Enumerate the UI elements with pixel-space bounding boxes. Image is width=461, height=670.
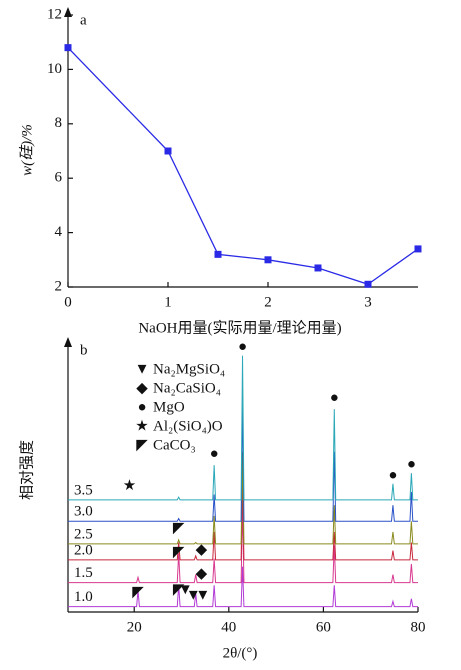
phase-mark: ◆ [196, 542, 208, 558]
x-tick-label: 40 [221, 619, 236, 635]
phase-mark: ◤ [173, 521, 185, 537]
x-tick-label: 80 [411, 619, 426, 635]
panel-label: b [80, 342, 88, 358]
legend-label: MgO [153, 399, 185, 415]
x-tick-label: 0 [64, 294, 72, 310]
y-tick-label: 4 [55, 224, 63, 240]
phase-mark: ● [238, 339, 247, 355]
legend-label: CaCO₃ [153, 437, 196, 453]
phase-mark: ● [330, 390, 339, 406]
phase-mark: ◆ [196, 566, 208, 582]
legend-symbol: ● [137, 399, 146, 415]
data-point [214, 250, 222, 258]
data-point [64, 44, 72, 52]
data-line [67, 47, 419, 285]
y-tick-label: 12 [47, 6, 62, 22]
legend-label: Na₂MgSiO₄ [153, 361, 225, 377]
pattern-line [68, 478, 418, 561]
x-axis-label: 2θ/(°) [223, 645, 258, 661]
series-label: 3.0 [74, 504, 93, 520]
y-tick-label: 10 [47, 61, 62, 77]
pattern-line [68, 566, 418, 608]
phase-mark: ★ [123, 478, 136, 494]
phase-mark: ● [407, 457, 416, 473]
series-label: 2.0 [74, 542, 93, 558]
legend-symbol: ★ [135, 418, 148, 434]
legend-label: Na₂CaSiO₄ [153, 380, 221, 396]
x-tick-label: 2 [264, 294, 272, 310]
phase-mark: ◤ [132, 585, 144, 601]
phase-mark: ▼ [195, 587, 210, 603]
legend-label: Al₂(SiO₄)O [153, 418, 223, 434]
pattern-line [68, 451, 418, 545]
phase-mark: ▼ [186, 587, 201, 603]
y-tick-label: 6 [55, 170, 63, 186]
y-axis-label: 相对强度 [18, 440, 35, 500]
y-tick-label: 2 [55, 278, 63, 294]
y-tick-label: 8 [55, 115, 63, 131]
legend-symbol: ◤ [136, 437, 148, 453]
series-label: 3.5 [74, 482, 93, 498]
series-label: 1.5 [74, 565, 93, 581]
pattern-line [68, 505, 418, 584]
series-label: 1.0 [74, 589, 93, 605]
pattern-line [68, 355, 418, 501]
series-label: 2.5 [74, 526, 93, 542]
legend-symbol: ◆ [136, 380, 148, 396]
x-tick-label: 60 [316, 619, 331, 635]
x-tick-label: 1 [164, 294, 172, 310]
phase-mark: ● [210, 446, 219, 462]
pattern-line [68, 398, 418, 522]
legend-symbol: ▼ [135, 361, 150, 377]
phase-mark: ◤ [173, 582, 185, 598]
x-tick-label: 3 [364, 294, 372, 310]
phase-mark: ▼ [178, 582, 193, 598]
panel-label: a [80, 12, 87, 28]
data-point [164, 147, 172, 155]
data-point [314, 264, 322, 272]
phase-mark: ● [388, 467, 397, 483]
phase-mark: ◤ [173, 545, 185, 561]
x-axis-label: NaOH用量(实际用量/理论用量) [138, 319, 341, 336]
data-point [264, 256, 272, 264]
axis-arrow [64, 337, 72, 347]
y-axis-label: w(硅)/% [18, 124, 35, 176]
data-point [364, 280, 372, 288]
data-point [414, 245, 422, 253]
x-tick-label: 20 [127, 619, 142, 635]
